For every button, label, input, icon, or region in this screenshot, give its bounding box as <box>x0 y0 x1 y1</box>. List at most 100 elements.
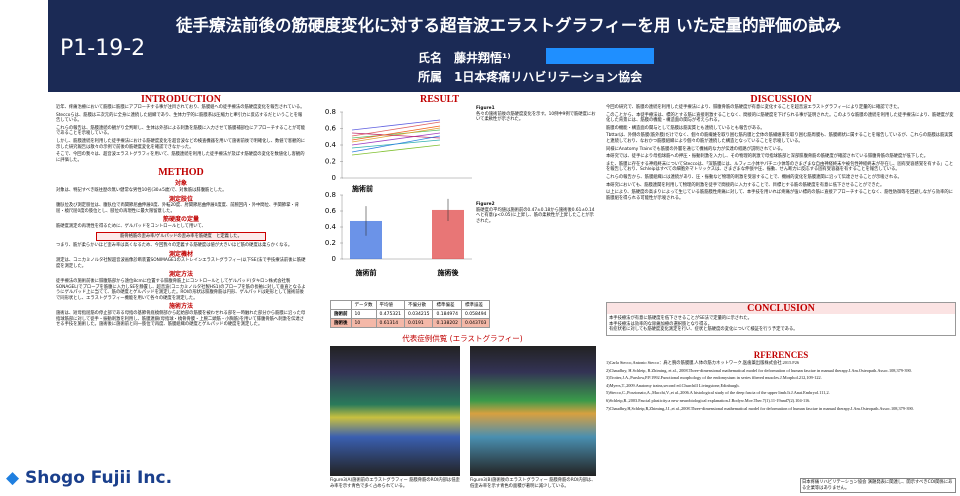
result-table: データ数 平均値 不偏分散 標準偏差 標準誤差 施術前 10 0.475321 0.034215… <box>330 300 491 328</box>
row: 施術後 10 0.61314 0.0191 0.138202 0.043703 <box>330 318 491 328</box>
paragraph: このことから、本徒手療法は、標的とする筋に直接刺激することなく、間接的に筋硬度を… <box>606 112 954 124</box>
conclusion-text: 本手技療法が有意に筋硬度を低下させることがSE法で定量的に示された。 本手技療法は… <box>607 314 955 335</box>
section-text: つまり、筋が柔らかいほど歪み率は高くなるため、今回我々の定義する筋硬度は値が大き… <box>56 243 293 249</box>
paragraph: 本研究においても、筋膜連関を利用して物理的刺激を徒手で間接的に入力することで、目… <box>606 182 885 188</box>
section-heading: 測定機材 <box>168 250 193 258</box>
paragraph: 本手技療法は効率的な除痛加療の選択肢となり得る。 <box>609 321 712 327</box>
reference-list: 1)Carla Stecco,Antonio Stecco：肩と腕の筋膜膜,人体… <box>606 360 956 411</box>
heading: METHOD <box>158 167 204 179</box>
fig1-lines <box>351 119 441 156</box>
section-heading: 施術方法 <box>168 303 193 311</box>
cell: 0.475321 <box>375 309 405 319</box>
header-cell: 平均値 <box>375 300 405 310</box>
paragraph: また、筋膜に存在する神経終末についてSteccoは、「深筋膜には、ルフィニ小体や… <box>606 161 954 173</box>
cell: 0.034215 <box>403 309 434 319</box>
fig2-caption: Figure2 筋硬度の平均値は施術前の0.47±0.18から施術後0.61±0.… <box>476 202 598 224</box>
cell: 0.0191 <box>403 318 434 328</box>
section-text: 徒手療法の施術前後に腓腹筋部から遠位8cmに位置する腓腹骨筋上にコントロールとし… <box>56 279 306 301</box>
section-heading: 測定肢位 <box>168 195 193 203</box>
paragraph: 今回の研究で、筋膜の連続を利用した徒手療法により、腓腹骨筋の筋硬度が有意に変化す… <box>606 105 902 110</box>
title: 徒手療法前後の筋硬度変化に対する超音波エラストグラフィーを用 いた定量的評価の試… <box>176 16 842 35</box>
x-label: 施術前 <box>356 268 377 277</box>
poster-code: P1-19-2 <box>60 36 146 61</box>
elastography-a <box>330 346 460 476</box>
paragraph: しかし、筋膜連続を利用した徒手療法における筋硬度変化を超音波などの検査機器を用い… <box>56 138 306 150</box>
x-label: 施術前 <box>352 184 373 193</box>
heading: RFERENCES <box>753 350 809 360</box>
cell <box>330 300 352 310</box>
header-cell: 標準誤差 <box>460 300 491 310</box>
header-cell: 不偏分散 <box>403 300 434 310</box>
paragraph: 2)Chaudhry, H.Schleip, R.Zhiming, et al.… <box>606 367 912 373</box>
fig1-caption: Figure1 各々の施術前後の筋硬度変化を示す。10例中9例で筋硬度において柔軟… <box>476 106 598 123</box>
definition-box: 筋骨格筋の歪み率/ゲルパッドの歪み率を筋硬度 と定義した。 <box>96 231 266 242</box>
heading: DISCUSSION <box>750 94 812 105</box>
y-tick-label: 0.4 <box>325 223 337 231</box>
paragraph: Tbttarは、外側の筋膜(筋外膜)だけでなく、個々の筋繊維を取り囲む筋内膜と全… <box>606 133 953 144</box>
conclusion: CONCLUSION 本手技療法が有意に筋硬度を低下させることがSE法で定量的に… <box>606 302 956 336</box>
section-text: 対象は、特記すべき既往歴の無い健常な男性10名(30±5歳)で、対象筋は腓腹筋と… <box>56 187 227 193</box>
section-text: 腹臥位及び測定肢位は、腹臥位で両関節屈曲伸展0度、外転20度、肘関節屈曲伸展0度… <box>56 203 299 214</box>
affiliation: 所属 1日本疼痛リハビリテーション協会 <box>418 70 643 84</box>
paragraph: Steccoらは、筋膜は三次元的に全身に連続した組織であり、生体力学的に筋膜系は… <box>56 112 303 124</box>
coi-note: 日本疼痛リハビリテーション協会 演題発表に関連し、開示すべきCOI関係にある企業… <box>800 478 956 494</box>
caption-b: Figure3(B)施術後のエラストグラフィー 筋膜骨筋のROI内部は、低歪み率… <box>470 478 596 489</box>
references: RFERENCES 1)Carla Stecco,Antonio Stecco：… <box>606 350 956 413</box>
header-cell: データ数 <box>350 300 377 310</box>
method-text: 対象 対象は、特記すべき既往歴の無い健常な男性10名(30±5歳)で、対象筋は腓腹… <box>56 181 306 327</box>
redaction <box>546 48 654 64</box>
cell: 0.184974 <box>432 309 462 319</box>
header <box>48 0 960 92</box>
paragraph: 4)Myers,T.,2009.Anatomy trains,second ed… <box>606 382 740 388</box>
cell: 0.61314 <box>375 318 405 328</box>
discussion-text: 今回の研究で、筋膜の連続を利用した徒手療法により、腓腹骨筋の筋硬度が有意に変化す… <box>606 105 956 201</box>
intro: INTRODUCTION 近年、疼痛治療において筋膜に筋膜にアプローチする事が注… <box>56 94 306 328</box>
header-cell: 標準偏差 <box>432 300 462 310</box>
case-heading: 代表症例供覧 (エラストグラフィー) <box>402 334 523 343</box>
header-row: データ数 平均値 不偏分散 標準偏差 標準誤差 <box>330 300 491 310</box>
section-text: 施術は、短母指屈筋の停止部である母指の基節骨底橈側部から起始部の筋膜を被わせれる… <box>56 311 306 328</box>
y-tick-label: 0.8 <box>325 108 336 116</box>
caption-a: Figure3(A)施術前のエラストグラフィー 筋膜骨筋のROI内部は低歪み率を… <box>330 478 460 489</box>
cell: 10 <box>350 309 377 319</box>
cell: 0.043703 <box>460 318 491 328</box>
y-tick-label: 0.8 <box>325 191 336 199</box>
heading: RESULT <box>420 94 460 105</box>
row: 施術前 10 0.475321 0.034215 0.184974 0.058494 <box>330 309 491 319</box>
y-tick-label: 0.6 <box>325 125 337 133</box>
paragraph: 3)Trotter,J.A.,Purslow,P.P.1992.Function… <box>606 375 822 381</box>
y-tick-label: 0 <box>332 174 336 182</box>
section-text: 測定は、コニカミノルタ社製超音波画像診断装置SONIMAGE1のストレインエラス… <box>56 258 306 269</box>
cell: 10 <box>350 318 377 328</box>
fig-title: Figure1 <box>476 106 495 111</box>
paragraph: 同様にAnatomy Trainsでも筋膜の外層を通じて機械的な力が伝達の経路が… <box>606 146 786 152</box>
paragraph: 以上により、筋硬度の高まりによって生じている筋筋膜性疼痛に対して、本手技を用いれ… <box>606 190 953 201</box>
cell: 施術後 <box>330 318 352 328</box>
paragraph: そこで、今回の我々は、超音波エラストグラフィを用いて、筋膜連続を利用した徒手療法… <box>56 152 305 163</box>
elastography-b <box>470 346 596 476</box>
logo: ◆ Shogo Fujii Inc. <box>6 468 173 488</box>
y-tick-label: 0.2 <box>325 158 336 166</box>
logo-text: Shogo Fujii Inc. <box>25 468 173 488</box>
section-heading: 筋硬度の定量 <box>162 216 199 224</box>
fig-title: Figure2 <box>476 202 495 207</box>
paragraph: 本手技療法が有意に筋硬度を低下させることがSE法で定量的に示された。 <box>609 316 752 321</box>
y-tick-label: 0 <box>332 255 336 263</box>
cell: 0.058494 <box>460 309 491 319</box>
paragraph: 5)Stecco,C.,Porzionato,A.,Macchi,V.,et a… <box>606 390 830 396</box>
paragraph: 本研究では、徒手により母指球筋への押圧・振動刺激を入力し、その物理的刺激で母指球… <box>606 154 929 160</box>
caption: 各々の施術前後の筋硬度変化を示す。10例中9例で筋硬度において柔軟性が示された。 <box>476 111 596 123</box>
author: 氏名 藤井翔悟¹⁾ <box>418 51 511 65</box>
heading: CONCLUSION <box>607 303 955 314</box>
section-text: 筋硬度測定の再現性を得るために、ゲルパッドをコントロールとして用いて、 <box>56 223 206 229</box>
y-tick-label: 0.2 <box>325 239 336 247</box>
paragraph: 有症状者に対しても筋硬度変化測定を行い、症状と筋硬度の変化について検証を行う予定… <box>609 327 798 333</box>
paragraph: 1)Carla Stecco,Antonio Stecco：肩と腕の筋膜膜,人体… <box>606 360 799 365</box>
paragraph: 6)Schleip,R.,2003.Fascial plasticity:a n… <box>606 397 811 403</box>
y-tick-label: 0.4 <box>325 141 337 149</box>
discussion: DISCUSSION 今回の研究で、筋膜の連続を利用した徒手療法により、腓腹骨筋… <box>606 94 956 203</box>
section-heading: 対象 <box>174 180 187 188</box>
heading: INTRODUCTION <box>140 94 221 105</box>
